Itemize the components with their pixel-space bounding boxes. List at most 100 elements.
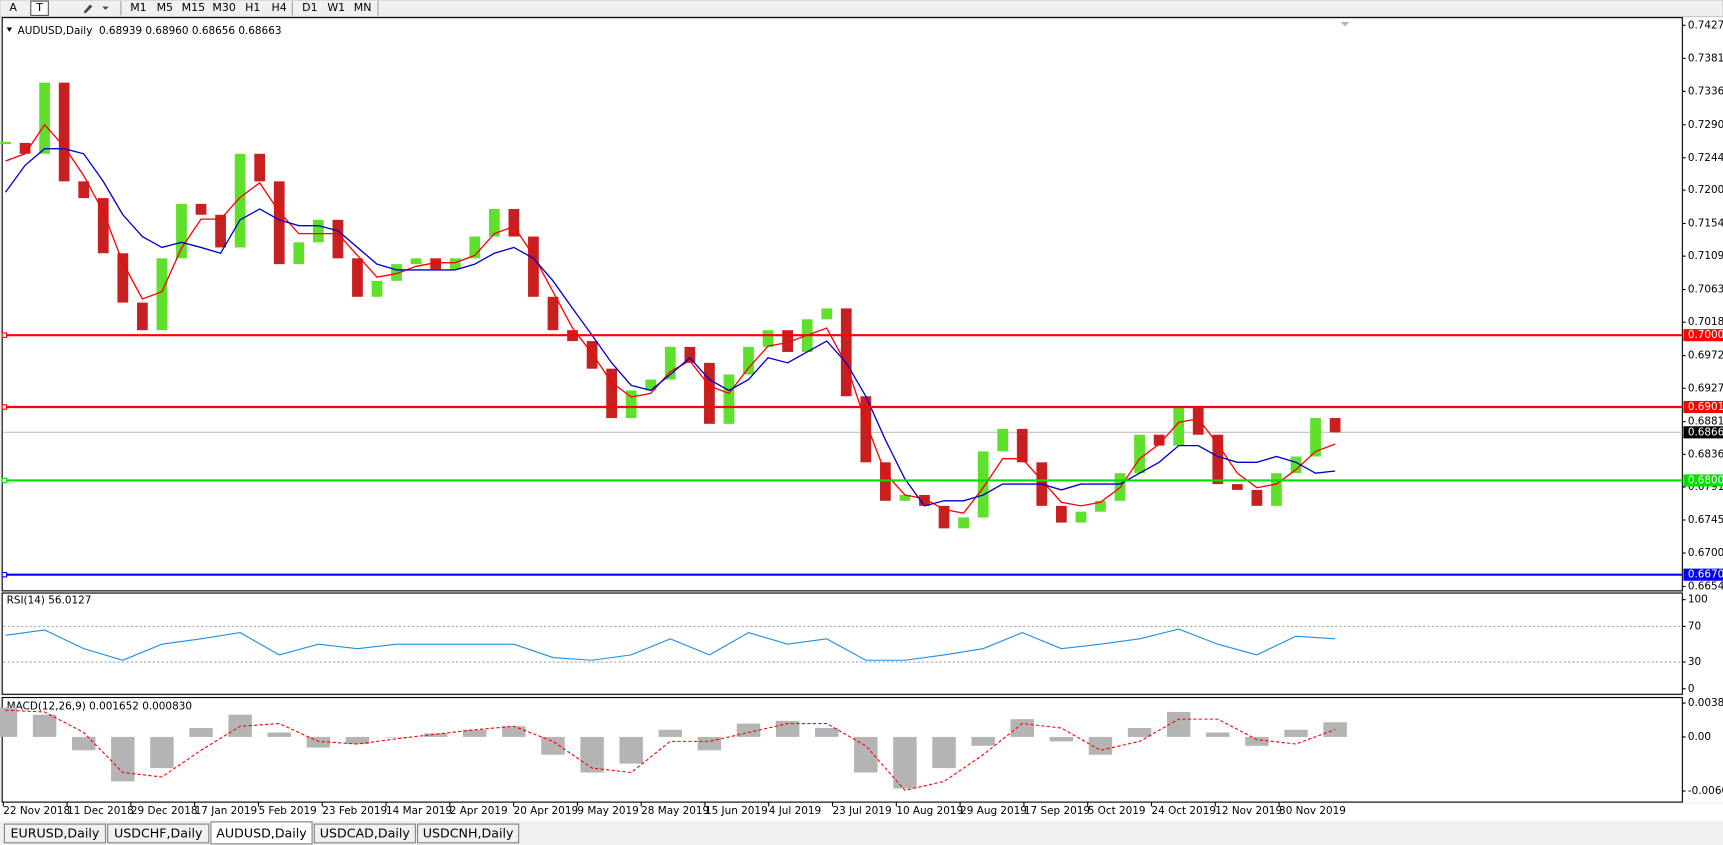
macd-bar — [32, 714, 57, 737]
x-tick-label: 14 Mar 2019 — [386, 805, 452, 817]
macd-bar — [1010, 719, 1034, 737]
candle — [1075, 511, 1087, 523]
x-tick-label: 15 Jun 2019 — [705, 805, 768, 817]
line-price-label: 0.70001 — [1688, 329, 1723, 341]
y-tick-label: 0.72445 — [1688, 152, 1723, 164]
time-scale — [0, 803, 1723, 821]
y-tick-label: 100 — [1688, 594, 1708, 606]
macd-bar — [1127, 728, 1152, 737]
tab-label[interactable]: USDCHF,Daily — [114, 825, 203, 840]
candle — [1095, 500, 1106, 512]
macd-bar — [150, 736, 174, 769]
rsi-line — [5, 628, 1336, 661]
y-tick-label: 0.68360 — [1688, 448, 1723, 460]
rsi-panel — [1, 592, 1683, 695]
macd-bar — [580, 736, 604, 773]
macd-bar — [189, 728, 213, 737]
x-tick-label: 2 Apr 2019 — [450, 805, 508, 817]
tab-label[interactable]: USDCAD,Daily — [320, 825, 411, 840]
signal-line — [5, 709, 1336, 791]
candle — [625, 390, 637, 419]
timeframe-button[interactable]: M5 — [157, 1, 173, 14]
macd-bar — [1206, 732, 1230, 737]
tab-label[interactable]: AUDUSD,Daily — [216, 825, 307, 840]
tab-label[interactable]: EURUSD,Daily — [11, 825, 100, 840]
candle — [782, 330, 793, 352]
draw-tool-icon[interactable] — [83, 4, 109, 14]
candle — [1173, 407, 1185, 446]
macd-bar — [502, 726, 526, 737]
moving-average — [5, 123, 1336, 514]
candle — [1212, 434, 1224, 485]
rsi-title: RSI(14) 56.0127 — [7, 595, 92, 607]
candle — [547, 296, 559, 331]
y-tick-label: 0.71090 — [1688, 250, 1723, 262]
candle — [469, 236, 481, 259]
x-tick-label: 28 May 2019 — [641, 805, 709, 817]
candle — [352, 258, 363, 297]
tool-button[interactable] — [30, 0, 49, 16]
tab-label[interactable]: USDCNH,Daily — [423, 825, 514, 840]
timeframe-button[interactable]: M1 — [130, 1, 146, 14]
candle — [195, 203, 207, 215]
timeframe-button[interactable]: H4 — [271, 1, 286, 14]
candle — [410, 258, 422, 265]
x-tick-label: 17 Jan 2019 — [195, 805, 258, 817]
toolbar-group: A T M1 M5 M15 M30 H1 H4 D1 W1 MN — [9, 0, 379, 16]
line-price-box — [1683, 400, 1723, 414]
candle — [743, 346, 754, 375]
candle — [215, 214, 226, 248]
timeframe-button[interactable]: D1 — [302, 1, 317, 14]
line-price-box — [1683, 474, 1723, 487]
candle — [938, 505, 950, 529]
price-panel — [1, 17, 1683, 592]
timeframe-button[interactable]: MN — [354, 1, 372, 14]
candle — [176, 203, 187, 259]
line-anchor — [1, 571, 8, 578]
macd-bar — [1049, 736, 1074, 742]
macd-bar — [384, 736, 409, 738]
y-tick-label: 0.69720 — [1688, 350, 1723, 362]
y-tick-label: 0.67455 — [1688, 514, 1723, 526]
timeframe-button[interactable]: M30 — [212, 1, 235, 14]
macd-bar — [736, 723, 761, 737]
candle — [97, 198, 109, 254]
candle — [391, 264, 402, 281]
y-tick-label: 0.71540 — [1688, 217, 1723, 229]
x-tick-label: 30 Nov 2019 — [1279, 805, 1346, 817]
y-tick-label: 0.72900 — [1688, 119, 1723, 131]
candle — [508, 208, 520, 237]
candle — [156, 258, 168, 331]
timeframe-button[interactable]: M15 — [182, 1, 205, 14]
macd-bar — [111, 736, 135, 782]
candle — [371, 280, 383, 297]
tab[interactable] — [210, 821, 313, 845]
tool-label[interactable]: T — [35, 1, 43, 14]
x-tick-label: 23 Feb 2019 — [322, 805, 387, 817]
candle — [664, 346, 676, 380]
timeframe-button[interactable]: H1 — [245, 1, 260, 14]
tab[interactable] — [417, 823, 520, 844]
current-price-box — [1683, 426, 1723, 439]
candle — [19, 142, 31, 154]
tab[interactable] — [107, 823, 210, 844]
candle — [39, 82, 50, 154]
macd-bar — [1088, 736, 1113, 755]
candle — [312, 219, 324, 243]
candle — [606, 368, 618, 419]
tab[interactable] — [3, 823, 107, 844]
candle — [762, 330, 774, 347]
tab[interactable] — [313, 823, 416, 844]
candle — [723, 374, 735, 424]
candle — [254, 153, 266, 182]
x-tick-label: 22 Nov 2018 — [3, 805, 70, 817]
timeframe-button[interactable]: W1 — [327, 1, 345, 14]
candle — [78, 181, 90, 199]
candle — [332, 219, 344, 259]
candle — [1192, 407, 1204, 435]
y-tick-label: 0.69270 — [1688, 382, 1723, 394]
x-tick-label: 20 Apr 2019 — [514, 805, 579, 817]
y-tick-label: 0.00 — [1688, 731, 1711, 743]
y-tick-label: 0.73360 — [1688, 85, 1723, 97]
tool-label[interactable]: A — [9, 1, 17, 14]
